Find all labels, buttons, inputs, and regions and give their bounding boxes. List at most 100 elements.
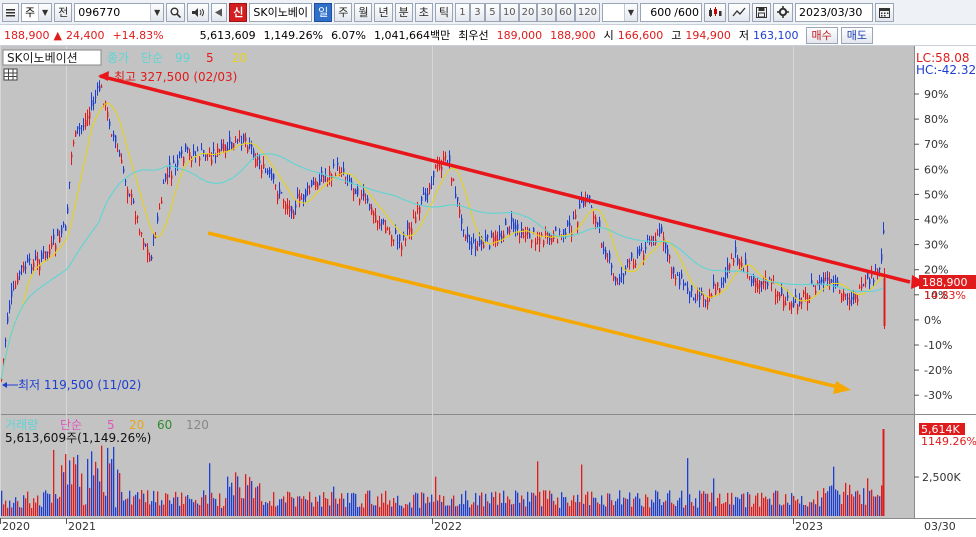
volume-bar <box>743 493 745 516</box>
candle-body <box>489 245 491 249</box>
indicator-button[interactable] <box>703 2 726 22</box>
tab-week[interactable]: 주 <box>334 2 353 22</box>
minute-option-1[interactable]: 1 <box>454 2 470 22</box>
candle-body <box>509 229 511 233</box>
volume-bar <box>721 503 723 516</box>
candle-body <box>109 121 111 127</box>
volume-bar <box>201 497 203 516</box>
candle-body <box>619 276 621 282</box>
volume-bar <box>571 500 573 516</box>
volume-bar <box>807 506 809 516</box>
volume-bar <box>71 484 73 516</box>
candle-body <box>201 149 203 151</box>
interval-select[interactable]: ▼ <box>601 2 638 22</box>
resistance-trendline[interactable] <box>99 74 911 284</box>
volume-bar <box>15 497 17 516</box>
candle-body <box>637 249 639 255</box>
candle-body <box>273 174 275 179</box>
volume-bar <box>631 506 633 516</box>
candle-body <box>575 214 577 219</box>
candle-body <box>27 258 29 263</box>
candle-body <box>145 244 147 246</box>
x-tick-label: 2021 <box>68 520 96 533</box>
candle-body <box>125 180 127 182</box>
y-tick-label: 60% <box>924 163 948 176</box>
volume-bar <box>827 491 829 516</box>
sell-button[interactable]: 매도 <box>840 26 873 44</box>
candle-body <box>673 267 675 274</box>
candle-body <box>189 152 191 157</box>
chart-canvas[interactable]: SK이노베이션 종가 단순 99 5 20 최고 327,500 (02/03)… <box>0 46 976 534</box>
volume-bar <box>811 502 813 516</box>
candle-body <box>537 239 539 241</box>
volume-bar <box>823 488 825 516</box>
candle-body <box>453 179 455 181</box>
volume-bar <box>307 500 309 516</box>
calendar-button[interactable] <box>874 2 894 22</box>
volume-bar <box>763 497 765 516</box>
tab-second[interactable]: 초 <box>414 2 433 22</box>
volume-bar <box>741 494 743 516</box>
period-type-select[interactable]: 주 ▼ <box>21 2 53 22</box>
volume-bar <box>525 506 527 516</box>
candle-body <box>475 245 477 251</box>
stock-code-input[interactable]: 096770 ▼ <box>74 2 165 22</box>
volume-bar <box>383 502 385 516</box>
minute-option-3[interactable]: 3 <box>469 2 485 22</box>
minute-option-30[interactable]: 30 <box>537 2 557 22</box>
volume-bar <box>583 503 585 516</box>
candle-body <box>803 291 805 295</box>
minute-option-10[interactable]: 10 <box>499 2 519 22</box>
search-button[interactable] <box>166 2 186 22</box>
settings-button[interactable] <box>772 2 793 22</box>
candle-body <box>713 281 715 286</box>
tab-tick[interactable]: 틱 <box>434 2 453 22</box>
tab-day[interactable]: 일 <box>314 2 333 22</box>
candle-body <box>253 150 255 158</box>
save-button[interactable] <box>751 2 771 22</box>
support-trendline[interactable] <box>207 231 839 389</box>
tab-year[interactable]: 년 <box>374 2 393 22</box>
volume-bar <box>7 507 9 516</box>
volume-bar <box>207 503 209 516</box>
buy-button[interactable]: 매수 <box>805 26 838 44</box>
prev-stock-button[interactable] <box>211 2 228 22</box>
market-button[interactable]: 전 <box>54 2 73 22</box>
minute-option-5[interactable]: 5 <box>484 2 500 22</box>
price-chart[interactable]: SK이노베이션 종가 단순 99 5 20 최고 327,500 (02/03)… <box>0 46 976 534</box>
high-label: 고 <box>671 29 682 42</box>
candle-body <box>67 207 69 214</box>
up-arrow-icon: ▲ <box>53 28 62 42</box>
volume-bar <box>63 472 65 516</box>
menu-toggle-button[interactable] <box>2 2 19 22</box>
candle-body <box>785 303 787 305</box>
candle-body <box>21 265 23 268</box>
minute-option-60[interactable]: 60 <box>556 2 575 22</box>
date-input[interactable]: 2023/03/30 <box>794 2 873 22</box>
candle-body <box>759 281 761 288</box>
volume-bar <box>537 461 539 516</box>
candle-body <box>451 177 453 183</box>
bar-count-input[interactable]: 600 /600 <box>639 2 702 22</box>
tab-month[interactable]: 월 <box>354 2 373 22</box>
candle-body <box>883 230 885 234</box>
new-badge[interactable]: 신 <box>229 2 248 22</box>
candle-body <box>323 175 325 182</box>
candle-body <box>31 267 33 270</box>
volume-bar <box>125 499 127 516</box>
volume-bar <box>301 498 303 516</box>
grid-toggle-icon[interactable] <box>3 68 18 81</box>
sound-button[interactable] <box>187 2 210 22</box>
candle-body <box>441 166 443 171</box>
volume-bar <box>281 498 283 516</box>
volume-bar <box>367 490 369 516</box>
volume-bar <box>237 476 239 516</box>
volume-bar <box>133 496 135 516</box>
tab-minute[interactable]: 분 <box>394 2 413 22</box>
minute-option-120[interactable]: 120 <box>574 2 600 22</box>
candle-body <box>215 155 217 158</box>
minute-option-20[interactable]: 20 <box>518 2 538 22</box>
volume-bar <box>871 489 873 516</box>
draw-tool-button[interactable] <box>727 2 750 22</box>
y-tick-label: 30% <box>924 239 948 252</box>
